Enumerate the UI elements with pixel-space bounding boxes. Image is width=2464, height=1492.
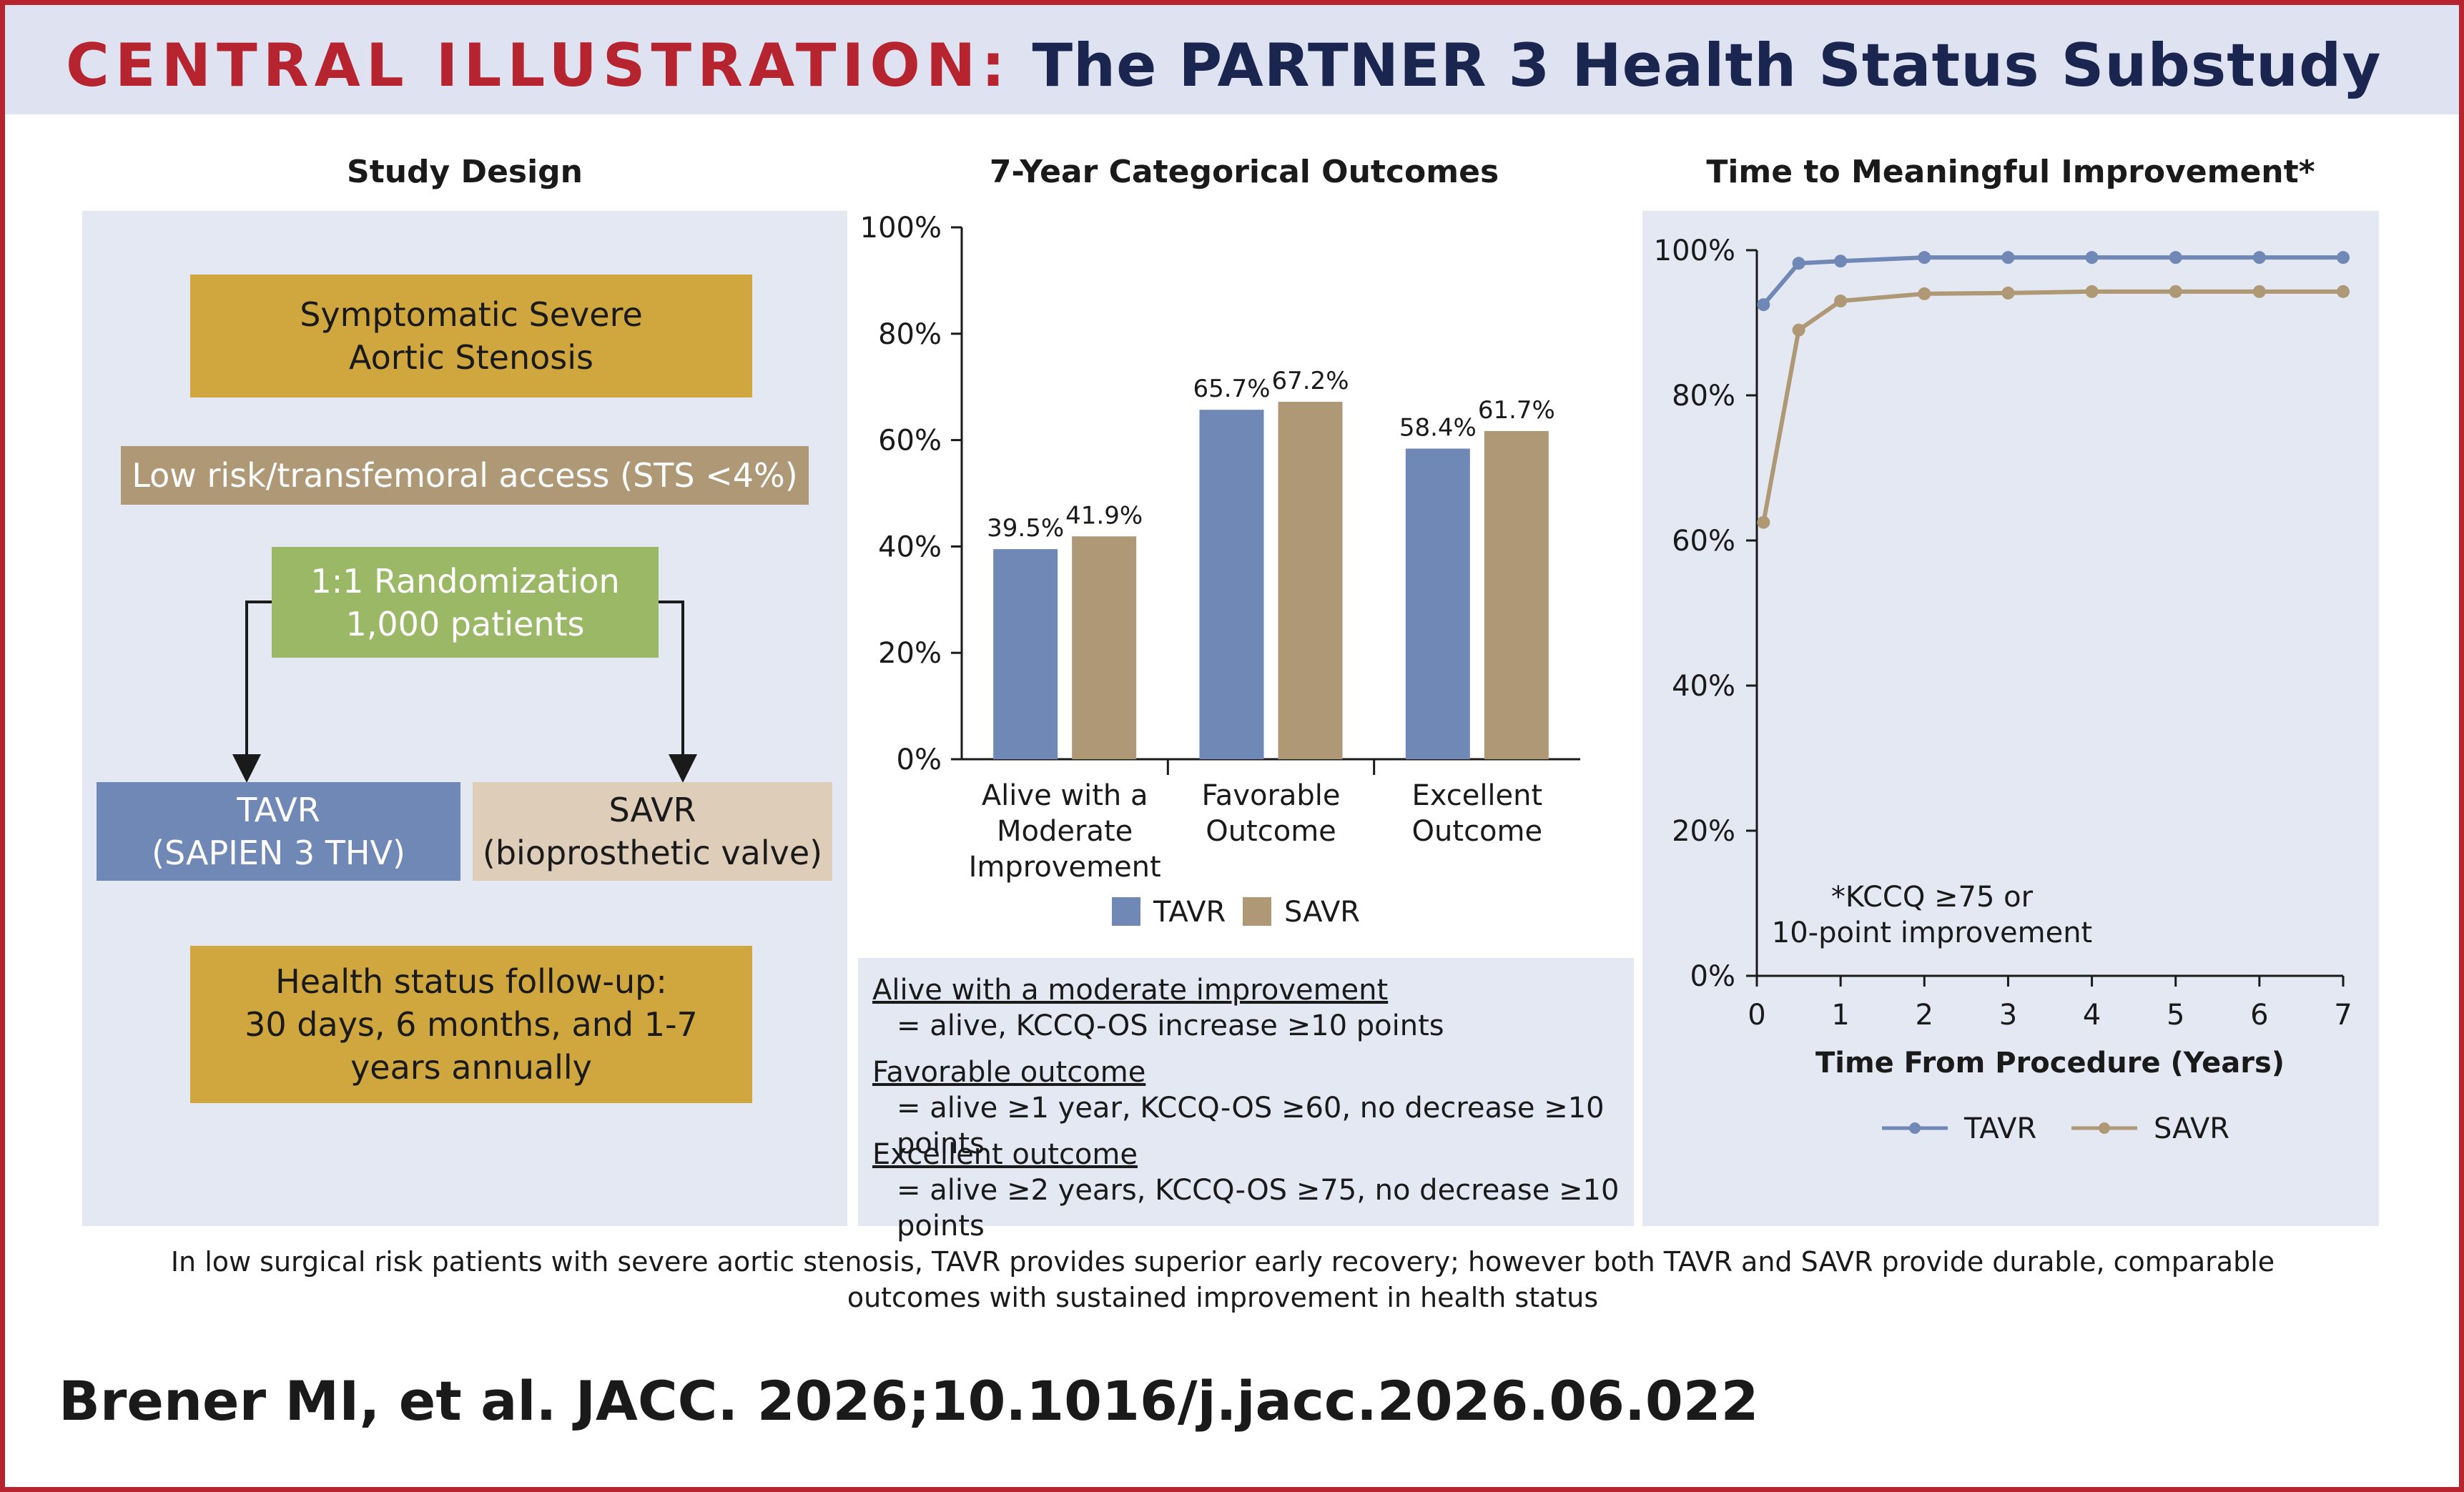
- x-tick-label: 4: [2083, 999, 2101, 1032]
- legend-marker-savr: [2099, 1122, 2110, 1134]
- savr-arm-box: SAVR (bioprosthetic valve): [473, 782, 832, 881]
- header-label: CENTRAL ILLUSTRATION:: [66, 31, 1011, 100]
- legend-marker-tavr: [1909, 1122, 1921, 1134]
- y-tick-label: 100%: [860, 212, 942, 244]
- series-line-tavr: [1762, 255, 2343, 307]
- definition-favorable: Favorable outcome = alive ≥1 year, KCCQ-…: [872, 1054, 1634, 1162]
- line-chart: 0% 20% 40% 60% 80% 100% 0 1 2 3 4 5 6 7 Time From Proc…: [1654, 234, 2352, 1145]
- annotation-text: *KCCQ ≥75 or 10-point improvement: [1772, 881, 2092, 949]
- data-point-tavr: [2001, 251, 2015, 265]
- bar-value-label: 58.4%: [1399, 414, 1477, 443]
- bar-value-label: 67.2%: [1271, 367, 1349, 395]
- legend-label-savr: SAVR: [1284, 896, 1360, 929]
- data-point-savr: [1918, 287, 1931, 300]
- legend-label-tavr: TAVR: [1963, 1112, 2036, 1145]
- definition-moderate: Alive with a moderate improvement = aliv…: [872, 972, 1444, 1044]
- definition-term: Favorable outcome: [872, 1056, 1146, 1089]
- bar-chart-title: 7-Year Categorical Outcomes: [989, 154, 1499, 190]
- x-tick-label: 0: [1748, 999, 1765, 1032]
- data-point-tavr: [1757, 298, 1770, 312]
- y-tick-label: 40%: [878, 530, 942, 563]
- data-point-tavr: [2337, 251, 2350, 265]
- x-tick-label: 1: [1831, 999, 1849, 1032]
- x-category-label: Excellent Outcome: [1411, 779, 1542, 848]
- data-point-savr: [2001, 286, 2015, 300]
- definition-term: Alive with a moderate improvement: [872, 974, 1389, 1007]
- legend-label-savr: SAVR: [2154, 1112, 2229, 1145]
- x-category-label: Alive with a Moderate Improvement: [969, 779, 1161, 884]
- data-point-savr: [2252, 285, 2266, 298]
- bar-savr: [1278, 402, 1343, 759]
- y-tick-label: 20%: [878, 637, 942, 670]
- bar-value-label: 65.7%: [1193, 375, 1270, 403]
- x-tick-label: 3: [1999, 999, 2017, 1032]
- population-box: Symptomatic Severe Aortic Stenosis: [190, 275, 752, 397]
- definition-desc: = alive, KCCQ-OS increase ≥10 points: [897, 1009, 1444, 1042]
- definitions-box: Alive with a moderate improvement = aliv…: [858, 958, 1634, 1242]
- definition-term: Excellent outcome: [872, 1138, 1138, 1171]
- header-title: The PARTNER 3 Health Status Substudy: [1032, 31, 2382, 100]
- caption: In low surgical risk patients with sever…: [170, 1246, 2275, 1313]
- data-point-tavr: [1918, 251, 1931, 265]
- y-tick-label: 100%: [1654, 234, 1735, 267]
- randomization-box: 1:1 Randomization 1,000 patients: [272, 547, 659, 658]
- header-heading: CENTRAL ILLUSTRATION: The PARTNER 3 Heal…: [66, 5, 2382, 114]
- citation: Brener MI, et al. JACC. 2026;10.1016/j.j…: [59, 1369, 1759, 1433]
- criteria-box: Low risk/transfemoral access (STS <4%): [121, 446, 809, 505]
- bar-savr: [1484, 430, 1549, 759]
- bar-value-label: 61.7%: [1478, 396, 1555, 425]
- y-tick-label: 20%: [1672, 815, 1735, 848]
- legend-swatch-tavr: [1112, 897, 1140, 926]
- followup-box: Health status follow-up: 30 days, 6 mont…: [190, 946, 752, 1103]
- bar-tavr: [1199, 410, 1264, 759]
- x-tick-label: 2: [1916, 999, 1933, 1032]
- data-point-tavr: [2085, 251, 2099, 265]
- bar-savr: [1072, 536, 1137, 759]
- legend-swatch-savr: [1243, 897, 1271, 926]
- arrow-to-tavr: [232, 601, 272, 783]
- y-tick-label: 40%: [1672, 670, 1735, 703]
- bar-chart: 0% 20% 40% 60% 80% 100% 39.5% 41.9% Alive with a…: [860, 212, 1580, 929]
- study-design-title: Study Design: [347, 154, 583, 190]
- definition-desc: = alive ≥2 years, KCCQ-OS ≥75, no decrea…: [897, 1174, 1620, 1242]
- bar-value-label: 41.9%: [1065, 501, 1143, 530]
- header-bar: CENTRAL ILLUSTRATION: The PARTNER 3 Heal…: [5, 5, 2459, 114]
- series-line-savr: [1761, 289, 2343, 523]
- legend-label-tavr: TAVR: [1153, 896, 1226, 929]
- line-chart-panel: [1642, 211, 2379, 1226]
- data-point-savr: [1834, 295, 1848, 308]
- data-point-savr: [2085, 285, 2099, 298]
- definition-desc: = alive ≥1 year, KCCQ-OS ≥60, no decreas…: [897, 1092, 1605, 1160]
- data-point-tavr: [2252, 251, 2266, 265]
- bar-value-label: 39.5%: [987, 514, 1064, 543]
- y-tick-label: 0%: [1690, 960, 1735, 993]
- bar-tavr: [1405, 448, 1470, 759]
- x-tick-label: 7: [2334, 999, 2352, 1032]
- data-point-savr: [1757, 515, 1770, 529]
- x-axis-title: Time From Procedure (Years): [1815, 1047, 2285, 1080]
- y-tick-label: 0%: [897, 743, 942, 776]
- y-tick-label: 60%: [878, 425, 942, 458]
- data-point-tavr: [2169, 251, 2182, 265]
- definition-excellent: Excellent outcome = alive ≥2 years, KCCQ…: [872, 1137, 1634, 1244]
- arrow-to-savr: [659, 601, 697, 783]
- y-tick-label: 80%: [1672, 380, 1735, 412]
- data-point-savr: [2337, 285, 2350, 298]
- bar-tavr: [993, 549, 1058, 759]
- tavr-arm-box: TAVR (SAPIEN 3 THV): [97, 782, 460, 881]
- y-tick-label: 80%: [878, 318, 942, 351]
- data-point-tavr: [1834, 255, 1848, 268]
- data-point-savr: [1792, 323, 1805, 337]
- data-point-tavr: [1792, 257, 1805, 270]
- x-category-label: Favorable Outcome: [1201, 779, 1340, 848]
- y-tick-label: 60%: [1672, 525, 1735, 558]
- x-tick-label: 5: [2167, 999, 2184, 1032]
- data-point-savr: [2169, 285, 2182, 298]
- x-tick-label: 6: [2250, 999, 2268, 1032]
- line-chart-title: Time to Meaningful Improvement*: [1706, 154, 2315, 190]
